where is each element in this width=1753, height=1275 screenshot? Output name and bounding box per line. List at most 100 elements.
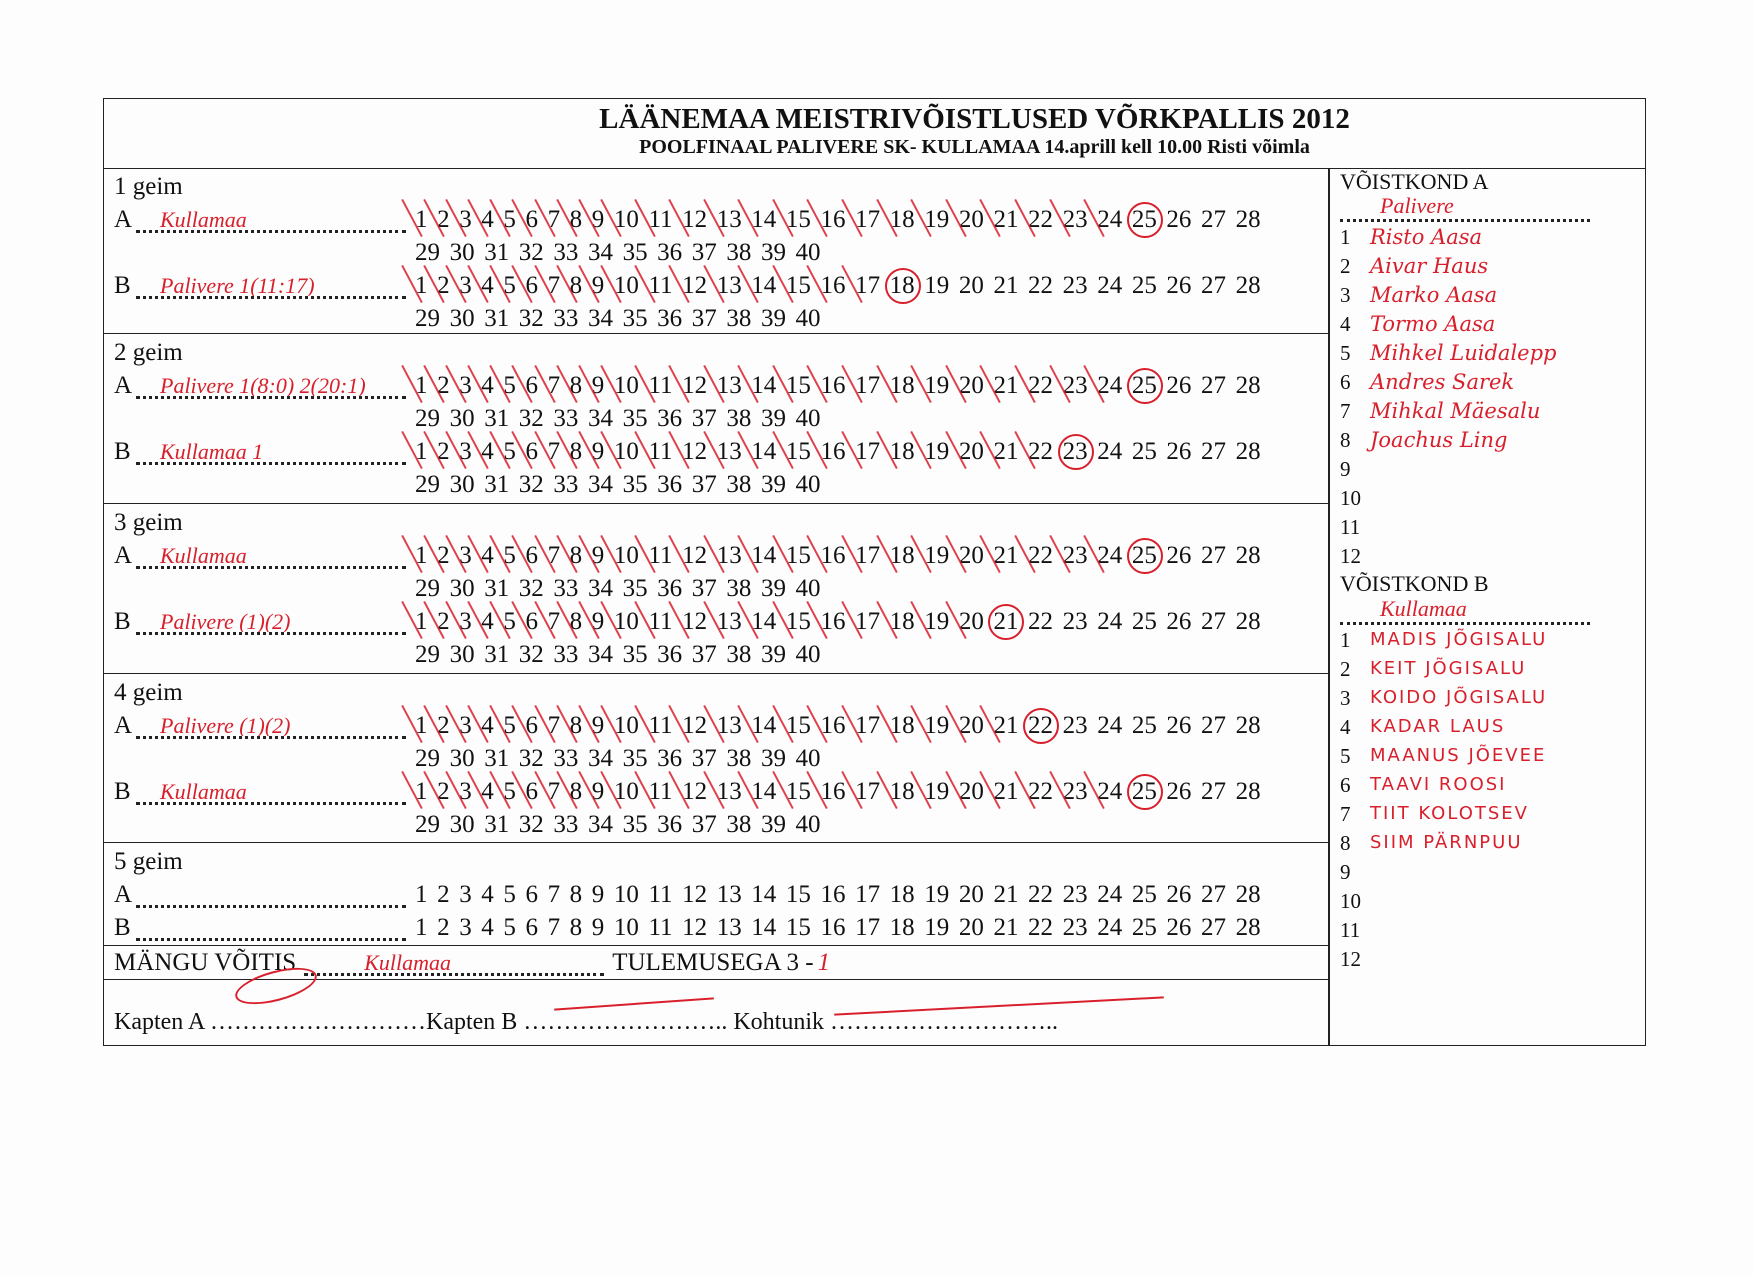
- point-14: 14: [751, 605, 776, 638]
- point-35: 35: [622, 405, 648, 432]
- point-numbers: 29 30 31 32 33 34 35 36 37 38 39 40: [415, 236, 830, 269]
- point-5: 5: [503, 269, 516, 302]
- point-numbers: 29 30 31 32 33 34 35 36 37 38 39 40: [415, 468, 830, 501]
- point-16: 16: [820, 203, 845, 236]
- point-numbers: 1 2 3 4 5 6 7 8 9 10 11 12 13 14 15 16 17 18 19 20 21 22 23 24 2…: [415, 268, 1270, 304]
- point-27: 27: [1201, 372, 1227, 399]
- point-5: 5: [503, 369, 516, 402]
- point-17: 17: [855, 605, 880, 638]
- point-12: 12: [682, 203, 707, 236]
- point-6: 6: [525, 369, 538, 402]
- point-14: 14: [751, 539, 776, 572]
- player-name: TIIT KOLOTSEV: [1370, 803, 1529, 824]
- point-4: 4: [481, 539, 494, 572]
- set-4: 4 geim A Palivere (1)(2) 1 2 3 4 5 6 7 8 9 10 11 12 13 1…: [104, 674, 1328, 843]
- point-8: 8: [570, 369, 583, 402]
- point-39: 39: [760, 405, 786, 432]
- point-numbers: 1 2 3 4 5 6 7 8 9 10 11 12 13 14 15 16 17 18 19 20 21 22 23 24 2…: [415, 368, 1270, 404]
- side-label: A: [114, 542, 133, 569]
- point-10: 10: [614, 775, 639, 808]
- player-number: 7: [1340, 802, 1351, 826]
- point-2: 2: [437, 539, 450, 572]
- point-40: 40: [795, 239, 821, 266]
- point-40: 40: [795, 575, 821, 602]
- point-20: 20: [959, 369, 984, 402]
- point-12: 12: [682, 914, 708, 941]
- point-21: 21: [993, 203, 1018, 236]
- point-32: 32: [518, 745, 544, 772]
- point-18: 18: [890, 369, 915, 402]
- point-3: 3: [459, 203, 472, 236]
- point-28: 28: [1235, 206, 1261, 233]
- point-31: 31: [484, 811, 510, 838]
- player-name: Marko Aasa: [1370, 283, 1498, 307]
- player-name: Aivar Haus: [1370, 254, 1489, 278]
- player-name: Joachus Ling: [1370, 428, 1508, 452]
- point-37: 37: [691, 405, 717, 432]
- point-28: 28: [1235, 712, 1261, 739]
- point-16: 16: [820, 709, 845, 742]
- point-14: 14: [751, 881, 777, 908]
- set-label: 3 geim: [114, 509, 183, 536]
- point-5: 5: [503, 709, 516, 742]
- point-30: 30: [449, 471, 475, 498]
- side-label: B: [114, 608, 131, 635]
- point-11: 11: [648, 203, 672, 236]
- point-5: 5: [503, 203, 516, 236]
- point-10: 10: [613, 914, 639, 941]
- point-39: 39: [760, 745, 786, 772]
- point-16: 16: [820, 881, 846, 908]
- point-38: 38: [726, 305, 752, 332]
- point-14: 14: [751, 369, 776, 402]
- point-22: 22: [1028, 272, 1054, 299]
- player-name: KOIDO JÕGISALU: [1370, 687, 1548, 708]
- point-5: 5: [503, 605, 516, 638]
- point-9: 9: [592, 435, 605, 468]
- point-3: 3: [459, 709, 472, 742]
- point-34: 34: [587, 811, 613, 838]
- point-5: 5: [503, 775, 516, 808]
- player-number: 3: [1340, 686, 1351, 710]
- point-18: 18: [884, 268, 921, 304]
- point-35: 35: [622, 239, 648, 266]
- point-15: 15: [786, 435, 811, 468]
- player-number: 8: [1340, 428, 1351, 452]
- point-7: 7: [548, 203, 561, 236]
- point-38: 38: [726, 471, 752, 498]
- point-21: 21: [993, 272, 1019, 299]
- point-25: 25: [1126, 774, 1163, 810]
- point-19: 19: [924, 914, 950, 941]
- team-b-name: Kullamaa: [1380, 596, 1467, 621]
- set-label: 4 geim: [114, 679, 183, 706]
- point-32: 32: [518, 575, 544, 602]
- team-field: Kullamaa: [136, 203, 406, 233]
- point-8: 8: [570, 605, 583, 638]
- point-22: 22: [1028, 608, 1054, 635]
- player-number: 5: [1340, 341, 1351, 365]
- sheet-subtitle: POOLFINAAL PALIVERE SK- KULLAMAA 14.apri…: [639, 136, 1310, 158]
- player-number: 1: [1340, 225, 1351, 249]
- point-25: 25: [1126, 538, 1163, 574]
- point-15: 15: [786, 269, 811, 302]
- point-28: 28: [1235, 438, 1261, 465]
- point-13: 13: [717, 605, 742, 638]
- winner-field: Kullamaa: [304, 946, 605, 976]
- point-numbers: 29 30 31 32 33 34 35 36 37 38 39 40: [415, 302, 830, 335]
- point-1: 1: [415, 539, 428, 572]
- point-2: 2: [437, 435, 450, 468]
- point-11: 11: [648, 709, 672, 742]
- point-numbers: 29 30 31 32 33 34 35 36 37 38 39 40: [415, 808, 830, 841]
- point-9: 9: [591, 881, 605, 908]
- point-10: 10: [614, 435, 639, 468]
- captain-b-label: Kapten B: [426, 1009, 518, 1035]
- team-field: Kullamaa: [136, 775, 406, 805]
- point-17: 17: [855, 269, 880, 302]
- point-22: 22: [1028, 369, 1053, 402]
- point-28: 28: [1235, 372, 1261, 399]
- point-26: 26: [1166, 438, 1192, 465]
- point-17: 17: [855, 369, 880, 402]
- team-name: Palivere 1(8:0) 2(20:1): [160, 373, 366, 398]
- player-name: MADIS JÕGISALU: [1370, 629, 1548, 650]
- point-26: 26: [1166, 206, 1192, 233]
- point-29: 29: [415, 471, 440, 498]
